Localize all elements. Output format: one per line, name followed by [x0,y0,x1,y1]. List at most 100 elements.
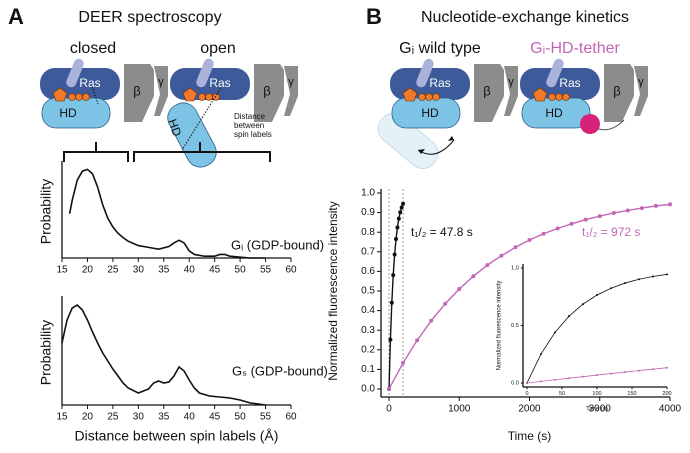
x-tick-label: 30 [133,265,145,276]
data-point [624,371,626,374]
data-point [668,202,672,207]
annotation: t₁/₂ = 972 s [582,225,640,239]
x-tick-label: 15 [56,265,68,276]
fit-line [526,273,668,384]
x-tick-label: 200 [662,391,671,397]
x-tick-label: 30 [133,412,145,423]
data-point [666,273,668,276]
domain-label: β [613,83,620,98]
x-tick-label: 0 [386,404,392,415]
data-point [596,294,598,297]
data-point [610,287,612,290]
y-axis-label: Probability [38,320,54,385]
data-point [568,315,570,318]
data-point [415,338,420,343]
protein-wild-type: Ras HD β γ [377,57,518,170]
data-point [610,372,612,375]
x-tick-label: 150 [627,391,636,397]
data-point [569,221,574,226]
data-point [568,377,570,380]
data-point [554,331,556,334]
data-point [583,217,588,222]
x-tick-label: 4000 [659,404,682,415]
x-tick-label: 0 [525,391,528,397]
y-tick-label: 0.8 [361,227,375,238]
y-tick-label: 0.0 [361,384,375,395]
x-tick-label: 60 [285,265,297,276]
data-point [540,380,542,383]
y-tick-label: 0.4 [361,305,375,316]
annotation: spin labels [234,130,272,139]
state-label: Gᵢ-HD-tether [530,40,620,57]
annotation: Gₛ (GDP-bound) [232,363,328,378]
domain-label: HD [59,106,77,120]
data-point [541,231,546,236]
protein-open: Ras HD β γ Distance between spin labels [162,57,298,173]
data-point [666,366,668,369]
data-point [396,216,401,221]
data-point [652,368,654,371]
data-point [611,210,616,215]
domain-label: Ras [79,76,100,90]
x-tick-label: 1000 [448,404,471,415]
panel-title: Nucleotide-exchange kinetics [421,9,629,26]
domain-label: γ [638,76,644,88]
data-point [399,205,404,210]
data-point [526,382,528,384]
data-point [513,245,518,250]
annotation: between [234,121,264,130]
domain-label: Ras [429,76,450,90]
data-point [638,278,640,281]
data-point [443,301,448,306]
data-point [485,263,490,268]
panel-title: DEER spectroscopy [78,9,221,26]
x-tick-label: 35 [158,412,170,423]
domain-label: β [483,83,490,98]
domain-label: HD [421,106,439,120]
data-line [61,303,266,406]
data-point [394,237,399,242]
data-point [471,274,476,279]
x-tick-label: 45 [209,265,221,276]
data-point [652,275,654,278]
y-tick-label: 0.5 [361,286,375,297]
x-tick-label: 20 [82,412,94,423]
x-tick-label: 25 [107,265,119,276]
y-axis-label: Probability [38,179,54,244]
domain-label: HD [165,117,184,138]
y-tick-label: 1.0 [361,188,375,199]
data-line [68,168,266,259]
data-point [540,353,542,356]
data-point [582,303,584,306]
x-tick-label: 50 [235,412,247,423]
protein-closed: Ras HD β γ [40,57,168,129]
data-point [388,337,393,342]
panel-letter: B [366,4,382,29]
state-label: open [200,40,236,57]
data-point [555,226,560,231]
data-point [429,318,434,323]
domain-label: γ [158,76,164,88]
data-point [387,387,391,391]
data-point [457,287,462,292]
y-tick-label: 0.1 [361,364,375,375]
data-point [582,375,584,378]
state-label: closed [70,40,116,57]
x-tick-label: 55 [260,265,272,276]
x-tick-label: 100 [592,391,601,397]
y-tick-label: 0.7 [361,246,375,257]
y-tick-label: 1.0 [511,265,519,271]
data-point [395,225,400,230]
domain-label: HD [545,106,563,120]
bracket [63,142,271,162]
data-point [392,252,397,257]
data-point [401,201,406,206]
y-tick-label: 0.6 [361,266,375,277]
y-tick-label: 0.3 [361,325,375,336]
fit-line [388,203,404,390]
y-tick-label: 0.2 [361,344,375,355]
x-tick-label: 20 [82,265,94,276]
annotation: Gᵢ (GDP-bound) [231,237,324,252]
x-tick-label: 3000 [589,404,612,415]
panel-letter: A [8,4,24,29]
